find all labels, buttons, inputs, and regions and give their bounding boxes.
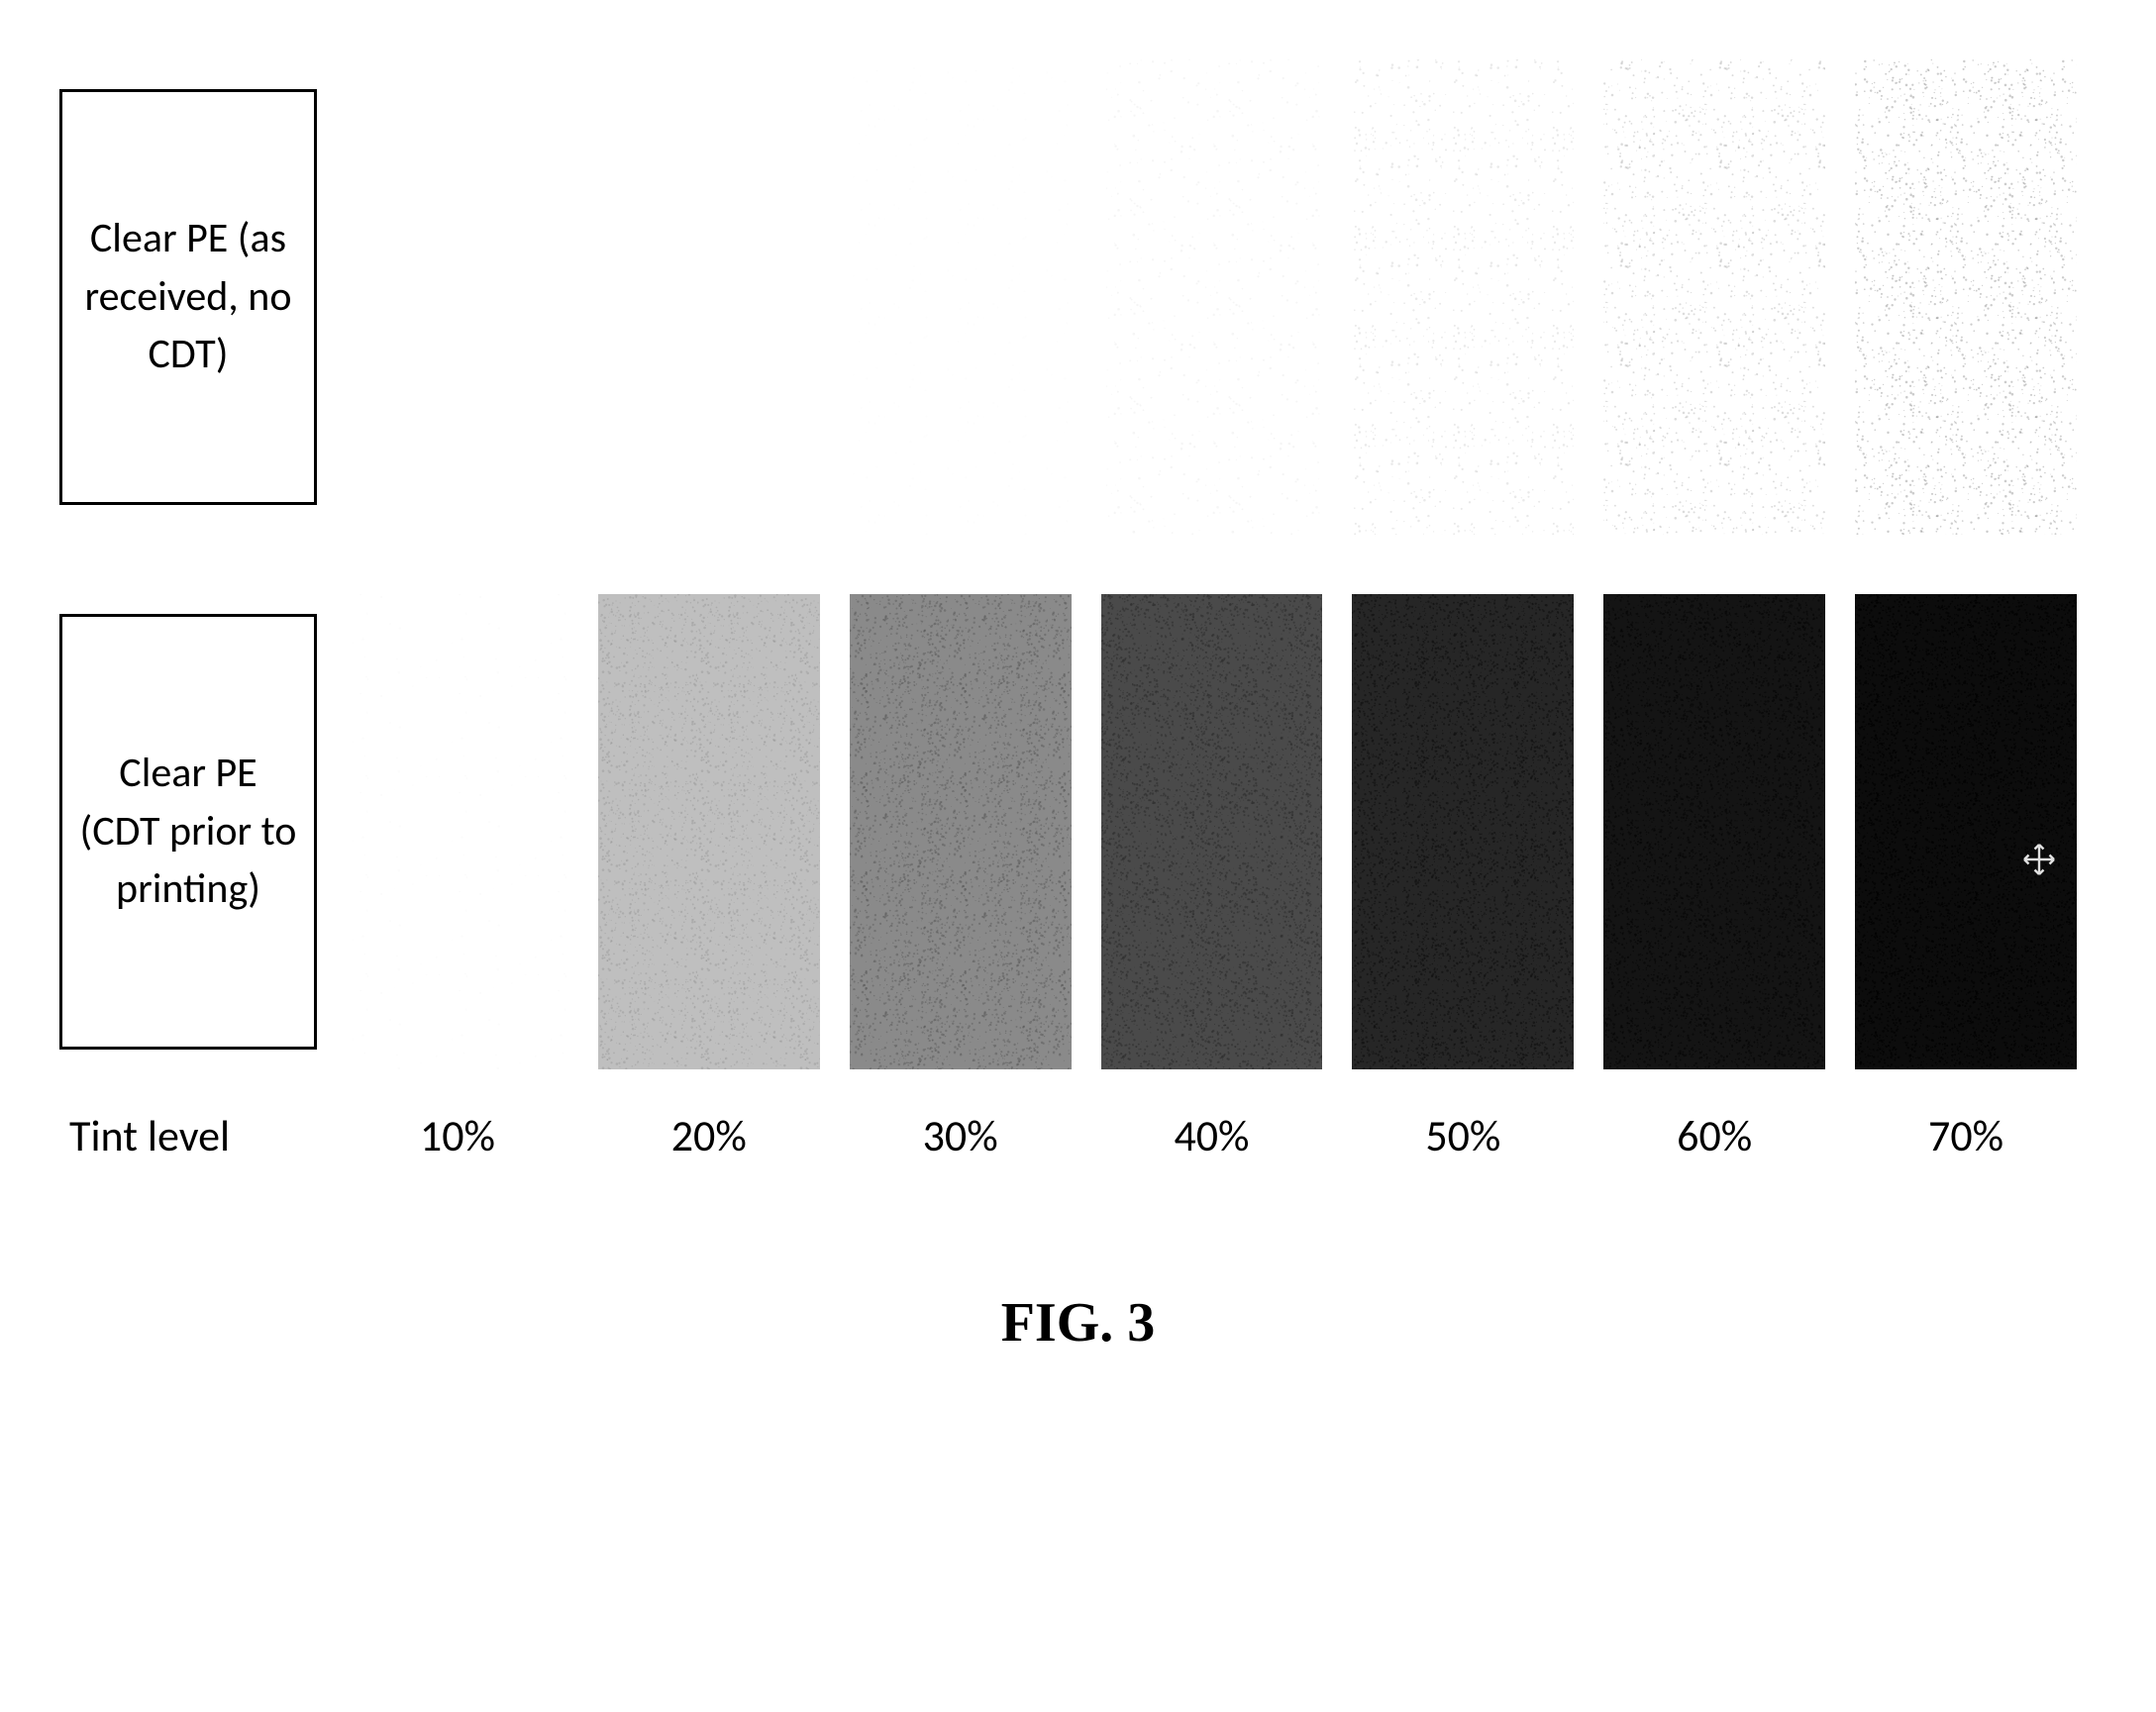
- swatch-cell-r1-c6: [1855, 594, 2077, 1069]
- tint-value-4: 50%: [1352, 1109, 1574, 1162]
- tint-value-1: 20%: [598, 1109, 820, 1162]
- swatch-r0-c3: [1101, 59, 1323, 535]
- tint-value-3: 40%: [1101, 1109, 1323, 1162]
- swatch-cell-r1-c3: [1101, 594, 1323, 1069]
- swatch-r0-c6: [1855, 59, 2077, 535]
- swatch-cell-r0-c5: [1603, 59, 1825, 535]
- tint-axis-row: Tint level 10% 20% 30% 40% 50% 60% 70%: [40, 1069, 2116, 1162]
- swatch-r1-c6: [1855, 594, 2077, 1069]
- row-label-0: Clear PE (as received, no CDT): [59, 89, 317, 505]
- swatch-cell-r1-c1: [598, 594, 820, 1069]
- tint-axis-label: Tint level: [59, 1109, 317, 1162]
- swatch-cell-r0-c0: [347, 59, 568, 535]
- swatch-cell-r1-c2: [850, 594, 1072, 1069]
- swatch-cell-r1-c4: [1352, 594, 1574, 1069]
- swatch-r1-c0: [347, 594, 568, 1069]
- swatch-cell-r0-c3: [1101, 59, 1323, 535]
- swatch-r1-c3: [1101, 594, 1323, 1069]
- figure-container: Clear PE (as received, no CDT) Clear PE (…: [40, 40, 2116, 1355]
- swatch-grid: Clear PE (as received, no CDT) Clear PE (…: [40, 40, 2116, 1069]
- swatch-r1-c4: [1352, 594, 1574, 1069]
- swatch-r0-c2: [850, 59, 1072, 535]
- swatch-r0-c1: [598, 59, 820, 535]
- swatch-cell-r0-c6: [1855, 59, 2077, 535]
- swatch-r1-c2: [850, 594, 1072, 1069]
- tint-value-2: 30%: [850, 1109, 1072, 1162]
- tint-value-0: 10%: [347, 1109, 568, 1162]
- swatch-r1-c1: [598, 594, 820, 1069]
- swatch-r0-c0: [347, 59, 568, 535]
- row-label-1: Clear PE (CDT prior to printing): [59, 614, 317, 1050]
- figure-caption: FIG. 3: [40, 1291, 2116, 1355]
- swatch-r0-c5: [1603, 59, 1825, 535]
- swatch-cell-r0-c4: [1352, 59, 1574, 535]
- swatch-cell-r0-c2: [850, 59, 1072, 535]
- tint-value-5: 60%: [1603, 1109, 1825, 1162]
- tint-value-6: 70%: [1855, 1109, 2077, 1162]
- move-cursor-icon: [2021, 842, 2057, 887]
- swatch-cell-r0-c1: [598, 59, 820, 535]
- swatch-r1-c5: [1603, 594, 1825, 1069]
- swatch-r0-c4: [1352, 59, 1574, 535]
- swatch-cell-r1-c0: [347, 594, 568, 1069]
- swatch-cell-r1-c5: [1603, 594, 1825, 1069]
